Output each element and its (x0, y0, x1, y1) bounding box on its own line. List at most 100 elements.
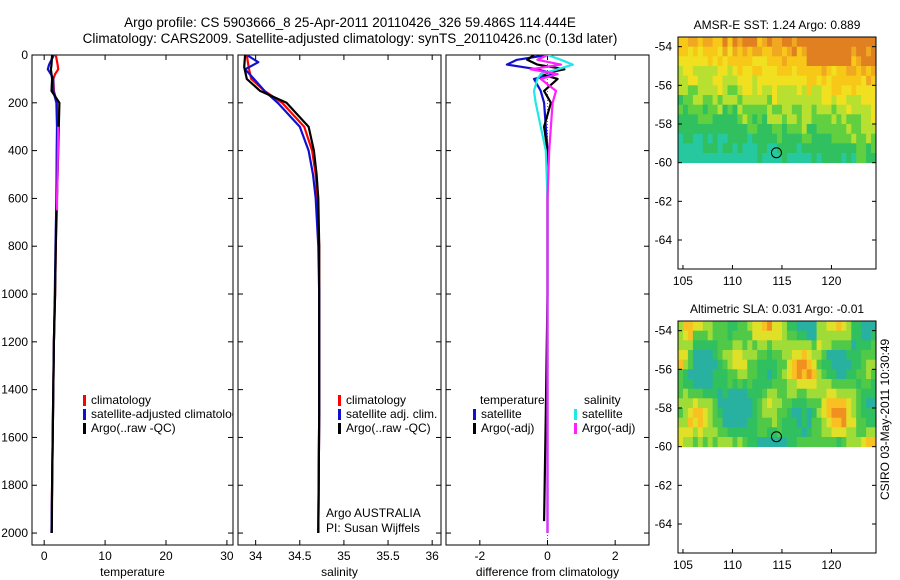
sst-map-cell (831, 66, 837, 77)
sst-map-cell (831, 143, 837, 154)
sst-map-cell (678, 56, 684, 67)
sst-map-cell (782, 85, 788, 96)
sla-map-cell (752, 340, 758, 351)
sst-map-cell (752, 153, 758, 164)
sst-map-cell (692, 46, 699, 57)
legend-argo-raw-label: Argo(..raw -QC) (91, 421, 176, 435)
sst-map-cell (831, 133, 837, 144)
sst-map-cell (786, 75, 793, 86)
salinity-xtick-label: 35.5 (376, 549, 400, 563)
sst-map-cell (707, 114, 713, 125)
sla-map-cell (871, 437, 877, 448)
sla-map-cell (687, 340, 694, 351)
sla-map-cell (742, 427, 748, 438)
sst-map-cell (801, 46, 808, 57)
sst-map-cell (796, 104, 803, 115)
sla-map-cell (841, 330, 847, 341)
sla-map-cell (767, 427, 773, 438)
sla-map-cell (737, 427, 743, 438)
sst-map-cell (747, 37, 753, 48)
sla-map-cell (866, 379, 872, 390)
sla-map-cell (831, 427, 837, 438)
sst-map-cell (687, 56, 694, 67)
sla-map-cell (786, 398, 793, 409)
sst-map-cell (683, 75, 689, 86)
sst-map-cell (747, 114, 753, 125)
sla-map-cell (692, 437, 699, 448)
sla-map-cell (772, 369, 778, 380)
sla-map-cell (678, 369, 684, 380)
depth-ytick-label: 1200 (1, 335, 28, 349)
sla-map-cell (732, 388, 738, 399)
sla-map-cell (791, 437, 798, 448)
sst-map-xtick-label: 120 (821, 274, 841, 288)
sla-map-cell (806, 350, 812, 361)
sla-map-cell (826, 388, 832, 399)
sst-map-cell (727, 95, 733, 106)
sla-map-cell (851, 408, 857, 419)
sst-map-cell (846, 66, 852, 77)
sla-map-cell (747, 437, 753, 448)
sst-map-cell (791, 66, 798, 77)
sst-map-cell (702, 143, 709, 154)
sst-map-ytick-label: -54 (655, 40, 673, 54)
sla-map-cell (811, 321, 817, 332)
sla-map-cell (727, 359, 733, 370)
sla-map-cell (821, 369, 827, 380)
sst-map-cell (777, 133, 783, 144)
sla-map-cell (796, 350, 803, 361)
sla-map-cell (767, 340, 773, 351)
sst-map-cell (678, 124, 684, 135)
sst-map-cell (687, 133, 694, 144)
sla-map-cell (786, 330, 793, 341)
sst-map-cell (752, 85, 758, 96)
sst-map-cell (811, 95, 817, 106)
sst-map-cell (846, 143, 852, 154)
sla-map-cell (722, 321, 728, 332)
sla-map-cell (866, 408, 872, 419)
sla-map-cell (707, 359, 713, 370)
sla-map-cell (851, 388, 857, 399)
sst-map-cell (683, 114, 689, 125)
sst-map-title: AMSR-E SST: 1.24 Argo: 0.889 (694, 18, 861, 32)
sla-map-cell (762, 388, 768, 399)
sla-map-cell (801, 350, 808, 361)
depth-ytick-label: 200 (8, 96, 28, 110)
sst-map-cell (791, 75, 798, 86)
sla-map-cell (687, 321, 694, 332)
sla-map-cell (742, 340, 748, 351)
temperature-series-argo-adj- (55, 126, 60, 211)
sla-map-cell (757, 369, 763, 380)
title-line-2: Climatology: CARS2009. Satellite-adjuste… (83, 31, 618, 46)
sst-map-cell (752, 66, 758, 77)
sst-map-cell (801, 133, 808, 144)
sla-map-cell (712, 408, 718, 419)
sst-map-cell (762, 37, 768, 48)
sla-map-cell (816, 437, 822, 448)
sla-map-cell (811, 398, 817, 409)
sst-map-cell (846, 46, 852, 57)
sla-map-cell (762, 369, 768, 380)
sla-map-cell (866, 369, 872, 380)
sst-map-cell (786, 95, 793, 106)
sla-map-cell (687, 350, 694, 361)
sst-map-cell (757, 85, 763, 96)
sst-map-cell (767, 143, 773, 154)
sla-map-cell (816, 417, 822, 428)
sst-map-cell (697, 85, 704, 96)
sla-map-cell (786, 321, 793, 332)
sla-map-cell (831, 388, 837, 399)
sst-map-cell (717, 56, 723, 67)
sst-map-cell (767, 66, 773, 77)
sst-map-cell (737, 66, 743, 77)
sst-map-cell (811, 143, 817, 154)
sst-map-cell (712, 37, 718, 48)
sla-map-cell (861, 417, 867, 428)
sst-map-cell (811, 133, 817, 144)
sla-map-cell (742, 417, 748, 428)
legend-header-temperature: temperature (480, 393, 545, 407)
sst-map-cell (752, 114, 758, 125)
sla-map-cell (846, 437, 852, 448)
sst-map-cell (806, 56, 812, 67)
sst-map-cell (856, 114, 862, 125)
